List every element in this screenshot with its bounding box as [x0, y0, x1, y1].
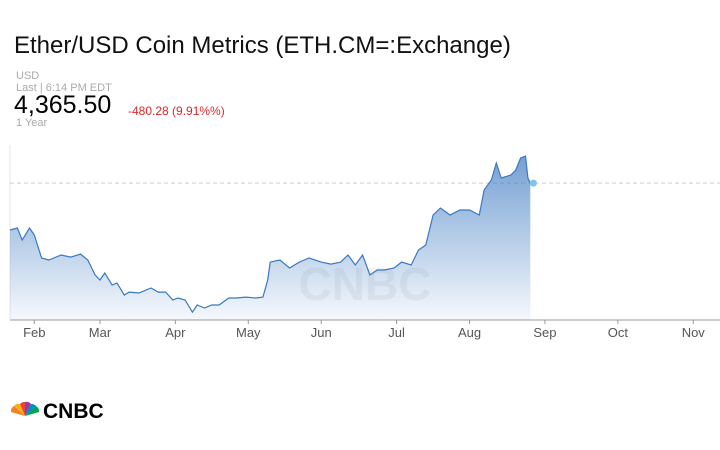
- x-tick-label: Oct: [608, 325, 629, 340]
- price-change: -480.28 (9.91%%): [128, 104, 225, 118]
- area: [10, 156, 531, 320]
- last-point: [529, 179, 537, 187]
- x-tick-label: Mar: [89, 325, 112, 340]
- x-tick-label: Aug: [458, 325, 481, 340]
- currency: USD: [16, 70, 40, 82]
- x-tick-label: Apr: [165, 325, 186, 340]
- range: 1 Year: [16, 117, 48, 129]
- last-time: Last | 6:14 PM EDT: [16, 82, 112, 94]
- cnbc-logo: CNBC: [10, 400, 104, 423]
- x-tick-label: Nov: [682, 325, 706, 340]
- x-tick-label: May: [236, 325, 261, 340]
- logo-text: CNBC: [43, 400, 104, 423]
- x-tick-label: Sep: [533, 325, 556, 340]
- x-tick-label: Jun: [311, 325, 332, 340]
- line: [9, 155, 531, 314]
- x-tick-label: Jul: [388, 325, 405, 340]
- chart-title: Ether/USD Coin Metrics (ETH.CM=:Exchange…: [14, 32, 511, 59]
- x-tick-label: Feb: [23, 325, 45, 340]
- last-price: 4,365.50: [14, 91, 112, 119]
